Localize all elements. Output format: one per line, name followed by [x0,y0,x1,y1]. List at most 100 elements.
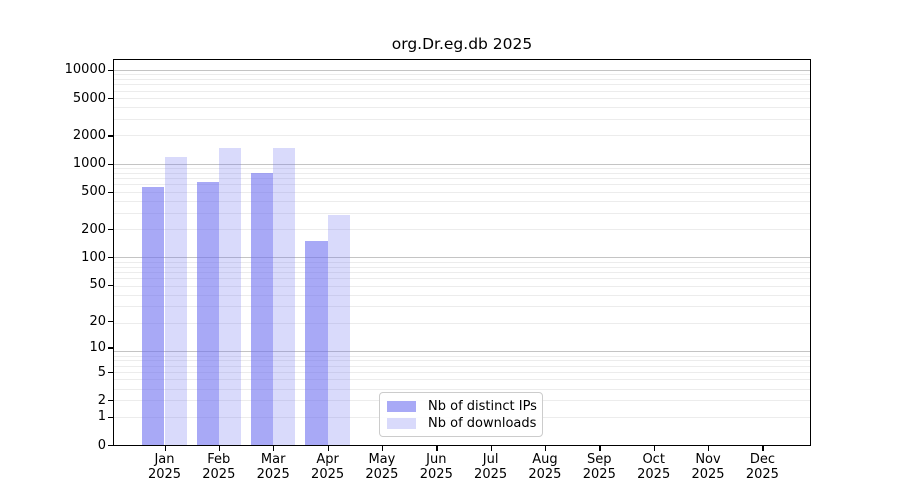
y-tick [108,321,113,323]
legend-label-distinct-ips: Nb of distinct IPs [428,398,537,414]
gridline-minor [114,90,810,92]
y-tick [108,257,113,259]
x-month-label: Nov 2025 [676,452,740,482]
y-tick [108,416,113,419]
gridline-minor [114,360,810,362]
x-month-year: 2025 [745,466,779,482]
gridline-minor [114,200,810,202]
y-tick-label: 200 [81,221,106,237]
y-tick [108,445,113,447]
x-tick [273,446,275,451]
x-month-year: 2025 [691,466,725,482]
y-tick [108,400,113,402]
gridline-minor [114,98,810,99]
x-tick [327,446,329,451]
x-month-label: Aug 2025 [513,452,577,482]
legend-swatch-distinct-ips-icon [387,400,416,412]
y-tick [108,347,113,349]
y-tick [108,69,113,72]
x-month-label: Mar 2025 [241,452,305,482]
legend: Nb of distinct IPs Nb of downloads [379,392,543,437]
gridline-minor [114,266,810,268]
x-month-name: May [368,452,396,467]
x-month-year: 2025 [202,466,236,482]
x-month-name: Oct [642,452,665,467]
gridline-minor [114,184,810,186]
x-tick [490,446,492,451]
y-tick [108,163,113,165]
gridline-minor [114,372,810,373]
bar-downloads [273,148,296,445]
x-month-name: Sep [587,452,612,467]
gridline-minor [114,178,810,180]
bar-downloads [218,148,242,445]
gridline-minor [114,278,810,280]
x-month-year: 2025 [311,466,345,482]
gridline-minor [114,172,810,174]
x-month-label: Feb 2025 [187,452,251,482]
y-tick [108,229,113,231]
y-tick [108,372,113,374]
x-month-label: Jan 2025 [133,452,197,482]
y-tick [108,98,113,100]
gridline-minor [114,379,810,381]
gridline-major [114,69,810,71]
x-month-name: Nov [695,452,721,467]
x-month-year: 2025 [582,466,616,482]
legend-swatch-downloads-icon [387,417,416,429]
x-month-label: Dec 2025 [730,452,794,482]
y-tick-label: 1 [97,409,106,425]
y-tick-label: 100 [81,249,106,265]
x-month-label: Jul 2025 [459,452,523,482]
y-tick [108,135,113,137]
y-tick-label: 5000 [72,90,106,106]
x-tick [544,446,547,451]
bar-downloads [327,214,350,445]
bar-distinct-ips [305,241,328,445]
gridline-minor [114,323,810,324]
plot-area: 0 1 2 5 10 20 50 100 200 500 1000 2000 5000 10000 Jan 2… [65,59,811,481]
legend-label-downloads: Nb of downloads [428,415,537,431]
gridline-minor [114,167,810,169]
x-month-year: 2025 [474,466,508,482]
gridline-minor [114,388,810,390]
y-tick-label: 10 [89,339,106,355]
gridline-minor [114,306,810,308]
x-tick [653,446,655,451]
gridline-minor [114,229,810,231]
x-month-year: 2025 [256,466,290,482]
chart-title: org.Dr.eg.db 2025 [391,35,533,53]
x-tick [762,446,764,451]
x-month-year: 2025 [419,466,453,482]
y-tick [108,284,113,287]
x-month-label: Apr 2025 [296,452,360,482]
x-month-name: Apr [316,452,339,467]
x-month-name: Mar [260,452,286,467]
gridline-minor [114,355,810,357]
bar-distinct-ips [250,173,274,445]
x-tick [164,446,166,451]
legend-item-distinct-ips: Nb of distinct IPs [387,398,537,414]
x-month-label: May 2025 [350,452,414,482]
x-month-name: Jul [482,452,499,467]
gridline-minor [114,261,810,263]
gridline-minor [114,135,810,137]
y-tick [108,191,113,194]
x-tick [708,446,710,451]
x-month-label: Sep 2025 [567,452,631,482]
x-tick [218,446,221,451]
x-month-year: 2025 [147,466,182,482]
gridline-minor [114,84,810,86]
x-tick [599,446,601,451]
gridline-minor [114,78,810,80]
x-month-year: 2025 [637,466,671,482]
gridline-major [114,351,810,353]
bar-distinct-ips [142,187,165,445]
gridline-major [114,257,810,259]
x-month-year: 2025 [365,466,399,482]
x-month-year: 2025 [528,466,562,482]
x-month-name: Jan [154,452,175,467]
y-tick-label: 0 [97,437,106,453]
y-tick-label: 10000 [64,62,106,78]
